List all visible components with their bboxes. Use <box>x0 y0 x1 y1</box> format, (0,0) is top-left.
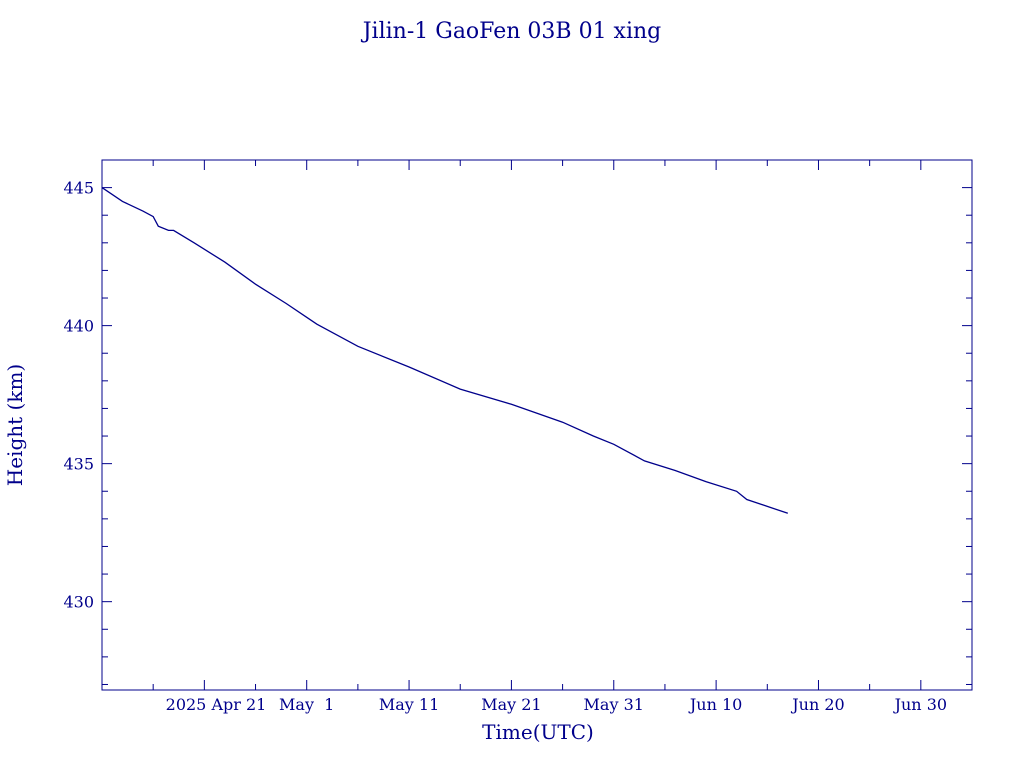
x-tick-label: May 11 <box>379 695 439 714</box>
y-tick-label: 430 <box>63 593 94 612</box>
plot-frame <box>101 159 973 691</box>
x-tick-label: May 31 <box>584 695 644 714</box>
x-tick-label: Jun 10 <box>688 695 742 714</box>
x-tick-label: Jun 20 <box>790 695 844 714</box>
y-tick-label: 435 <box>63 455 94 474</box>
y-axis-label: Height (km) <box>3 364 27 486</box>
tick-marks <box>102 159 972 690</box>
y-tick-labels: 430 435 440 445 <box>63 179 94 612</box>
y-tick-label: 445 <box>63 179 94 198</box>
x-tick-label: May 1 <box>279 695 334 714</box>
x-tick-labels: 2025 Apr 21 May 1 May 11 May 21 May 31 Jun 10… <box>166 695 947 714</box>
y-tick-label: 440 <box>63 317 94 336</box>
series-line-height <box>101 187 789 514</box>
x-tick-label: 2025 Apr 21 <box>166 695 267 714</box>
chart-title: Jilin-1 GaoFen 03B 01 xing <box>361 19 662 44</box>
x-tick-label: Jun 30 <box>893 695 947 714</box>
x-tick-label: May 21 <box>481 695 541 714</box>
x-axis-label: Time(UTC) <box>482 720 594 744</box>
